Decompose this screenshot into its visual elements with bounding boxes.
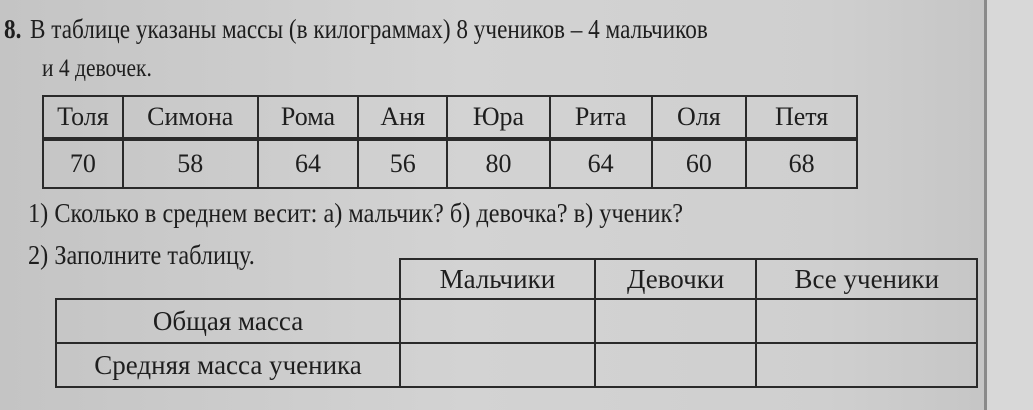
mass-cell: 56 bbox=[357, 138, 449, 189]
name-cell: Рома bbox=[256, 95, 360, 141]
adjacent-page bbox=[987, 0, 1033, 410]
mass-cell: 64 bbox=[256, 138, 360, 189]
answer-cell[interactable] bbox=[755, 298, 978, 344]
row-label: Общая масса bbox=[54, 298, 402, 344]
problem-text-line1: В таблице указаны массы (в килограммах) … bbox=[30, 14, 708, 44]
fill-header-row: Мальчики Девочки Все ученики bbox=[56, 258, 978, 300]
name-cell: Юра bbox=[446, 95, 551, 141]
mass-cell: 68 bbox=[745, 138, 858, 189]
question-1: 1) Сколько в среднем весит: а) мальчик? … bbox=[28, 198, 684, 228]
name-cell: Оля bbox=[650, 95, 748, 141]
row-label: Средняя масса ученика bbox=[54, 342, 402, 388]
problem-statement: 8. В таблице указаны массы (в килограммах… bbox=[4, 14, 708, 45]
mass-cell: 60 bbox=[650, 138, 748, 189]
header-cell: Девочки bbox=[593, 258, 758, 300]
mass-cell: 58 bbox=[121, 138, 259, 189]
fill-table: Мальчики Девочки Все ученики Общая масса… bbox=[54, 258, 978, 388]
answer-cell[interactable] bbox=[399, 298, 596, 344]
names-row: Толя Симона Рома Аня Юра Рита Оля Петя bbox=[42, 95, 858, 141]
mass-cell: 70 bbox=[42, 138, 124, 189]
header-cell: Все ученики bbox=[755, 258, 978, 300]
problem-text-line2: и 4 девочек. bbox=[42, 55, 152, 82]
name-cell: Аня bbox=[357, 95, 449, 141]
fill-row: Средняя масса ученика bbox=[54, 342, 978, 388]
name-cell: Рита bbox=[548, 95, 653, 141]
problem-number: 8. bbox=[4, 14, 22, 44]
mass-table: Толя Симона Рома Аня Юра Рита Оля Петя 7… bbox=[42, 95, 858, 189]
answer-cell[interactable] bbox=[755, 342, 978, 388]
answer-cell[interactable] bbox=[593, 298, 758, 344]
page-edge bbox=[984, 0, 987, 410]
name-cell: Толя bbox=[42, 95, 124, 141]
mass-cell: 80 bbox=[446, 138, 551, 189]
answer-cell[interactable] bbox=[399, 342, 596, 388]
fill-row: Общая масса bbox=[54, 298, 978, 344]
answer-cell[interactable] bbox=[593, 342, 758, 388]
mass-cell: 64 bbox=[548, 138, 653, 189]
header-cell: Мальчики bbox=[399, 258, 596, 300]
masses-row: 70 58 64 56 80 64 60 68 bbox=[42, 138, 858, 189]
empty-corner-cell bbox=[56, 259, 401, 300]
name-cell: Петя bbox=[745, 95, 858, 141]
name-cell: Симона bbox=[121, 95, 259, 141]
